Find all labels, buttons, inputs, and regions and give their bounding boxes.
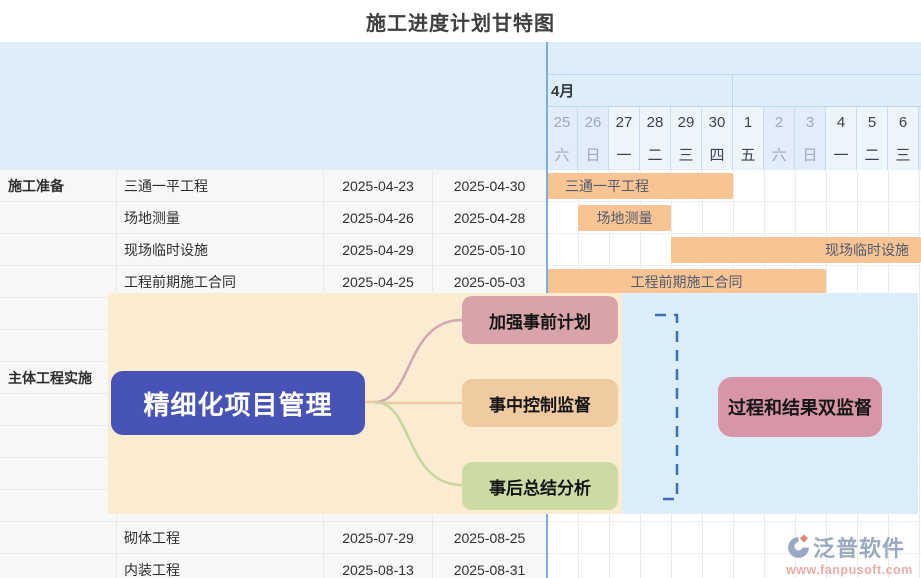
weekday-header-cell: 日 <box>795 138 826 170</box>
note-overlay: 过程和结果双监督 <box>622 293 918 514</box>
gantt-cell: 场地测量 <box>547 202 921 234</box>
watermark: 泛普软件 www.fanpusoft.com <box>786 531 913 577</box>
gantt-cell: 三通一平工程 <box>547 170 921 202</box>
month-cell-may <box>733 75 921 106</box>
task-cell: 砌体工程 <box>117 522 324 554</box>
gantt-row: 现场临时设施 2025-04-29 2025-05-10 现场临时设施 <box>0 234 921 266</box>
weekday-header-cell: 三 <box>671 138 702 170</box>
month-cell-april: 4月 <box>547 75 733 106</box>
group-cell <box>0 458 117 490</box>
day-header-cell: 30 <box>702 107 733 138</box>
note-box: 过程和结果双监督 <box>718 377 882 437</box>
gantt-cell <box>547 522 921 554</box>
weekday-header-cell: 六 <box>764 138 795 170</box>
table-header-panel <box>0 42 547 170</box>
task-cell: 场地测量 <box>117 202 324 234</box>
mindmap-branch-label: 加强事前计划 <box>489 312 591 332</box>
group-cell <box>0 298 117 330</box>
weekday-header-cell: 二 <box>857 138 888 170</box>
mindmap-branch-node: 事后总结分析 <box>462 462 618 510</box>
watermark-brand: 泛普软件 <box>813 536 906 561</box>
group-cell <box>0 394 117 426</box>
gantt-row: 内装工程 2025-08-13 2025-08-31 <box>0 554 921 578</box>
gantt-bar[interactable]: 场地测量 <box>578 205 671 231</box>
start-date-cell: 2025-07-29 <box>324 522 433 554</box>
group-cell <box>0 330 117 362</box>
day-header-cell: 4 <box>826 107 857 138</box>
note-label: 过程和结果双监督 <box>728 398 872 418</box>
timeline-weekday-row: 六 日 一 二 三 四 五 六 日 一 二 三 <box>547 138 921 171</box>
start-date-cell: 2025-04-26 <box>324 202 433 234</box>
dashed-bracket-icon <box>655 313 679 501</box>
task-cell: 内装工程 <box>117 554 324 578</box>
timeline-month-row: 4月 <box>547 75 921 107</box>
gantt-row: 砌体工程 2025-07-29 2025-08-25 <box>0 522 921 554</box>
group-cell <box>0 202 117 234</box>
group-cell <box>0 490 117 522</box>
end-date-cell: 2025-04-30 <box>433 170 547 202</box>
day-header-cell: 27 <box>609 107 640 138</box>
start-date-cell: 2025-04-23 <box>324 170 433 202</box>
gantt-row: 场地测量 2025-04-26 2025-04-28 场地测量 <box>0 202 921 234</box>
timeline-date-row: 25 26 27 28 29 30 1 2 3 4 5 6 <box>547 107 921 138</box>
group-cell <box>0 426 117 458</box>
page-title-text: 施工进度计划甘特图 <box>366 12 555 35</box>
gantt-timeline-header: 4月 25 26 27 28 29 30 1 2 3 4 5 6 六 日 一 二… <box>547 42 921 171</box>
task-cell: 三通一平工程 <box>117 170 324 202</box>
weekday-header-cell: 三 <box>888 138 919 170</box>
mindmap-branch-label: 事后总结分析 <box>489 478 591 498</box>
weekday-header-cell: 四 <box>702 138 733 170</box>
mindmap-center-label: 精细化项目管理 <box>143 389 333 420</box>
day-header-cell: 2 <box>764 107 795 138</box>
end-date-cell: 2025-08-31 <box>433 554 547 578</box>
day-header-cell: 28 <box>640 107 671 138</box>
end-date-cell: 2025-05-10 <box>433 234 547 266</box>
watermark-url: www.fanpusoft.com <box>786 563 913 577</box>
gantt-bar[interactable]: 现场临时设施 <box>671 237 921 263</box>
gantt-row: 施工准备 三通一平工程 2025-04-23 2025-04-30 三通一平工程 <box>0 170 921 202</box>
weekday-header-cell: 日 <box>578 138 609 170</box>
task-cell: 工程前期施工合同 <box>117 266 324 298</box>
weekday-header-cell: 五 <box>733 138 764 170</box>
end-date-cell: 2025-05-03 <box>433 266 547 298</box>
day-header-cell: 25 <box>547 107 578 138</box>
day-header-cell: 3 <box>795 107 826 138</box>
day-header-cell: 29 <box>671 107 702 138</box>
group-cell <box>0 266 117 298</box>
start-date-cell: 2025-04-25 <box>324 266 433 298</box>
weekday-header-cell: 二 <box>640 138 671 170</box>
day-header-cell: 5 <box>857 107 888 138</box>
mindmap-overlay: 精细化项目管理 加强事前计划 事中控制监督 事后总结分析 <box>108 293 622 514</box>
gantt-cell: 现场临时设施 <box>547 234 921 266</box>
fanpu-logo-icon <box>788 534 809 558</box>
group-cell: 施工准备 <box>0 170 117 202</box>
gantt-bar[interactable]: 三通一平工程 <box>547 173 733 199</box>
task-cell: 现场临时设施 <box>117 234 324 266</box>
mindmap-branch-node: 事中控制监督 <box>462 379 618 427</box>
gantt-cell <box>547 554 921 578</box>
timeline-header-top-strip <box>547 42 921 75</box>
day-header-cell: 1 <box>733 107 764 138</box>
mindmap-connector-lines <box>365 318 463 487</box>
mindmap-branch-node: 加强事前计划 <box>462 296 618 344</box>
end-date-cell: 2025-04-28 <box>433 202 547 234</box>
weekday-header-cell: 一 <box>609 138 640 170</box>
end-date-cell: 2025-08-25 <box>433 522 547 554</box>
start-date-cell: 2025-04-29 <box>324 234 433 266</box>
group-cell <box>0 522 117 554</box>
day-header-cell: 26 <box>578 107 609 138</box>
weekday-header-cell: 六 <box>547 138 578 170</box>
mindmap-center-node: 精细化项目管理 <box>111 371 365 435</box>
start-date-cell: 2025-08-13 <box>324 554 433 578</box>
mindmap-branch-label: 事中控制监督 <box>489 395 591 415</box>
day-header-cell: 6 <box>888 107 919 138</box>
group-cell: 主体工程实施 <box>0 362 117 394</box>
group-cell <box>0 554 117 578</box>
weekday-header-cell: 一 <box>826 138 857 170</box>
group-cell <box>0 234 117 266</box>
page-title: 施工进度计划甘特图 <box>0 0 921 43</box>
gantt-bar[interactable]: 工程前期施工合同 <box>547 269 826 295</box>
month-label: 4月 <box>551 83 575 100</box>
